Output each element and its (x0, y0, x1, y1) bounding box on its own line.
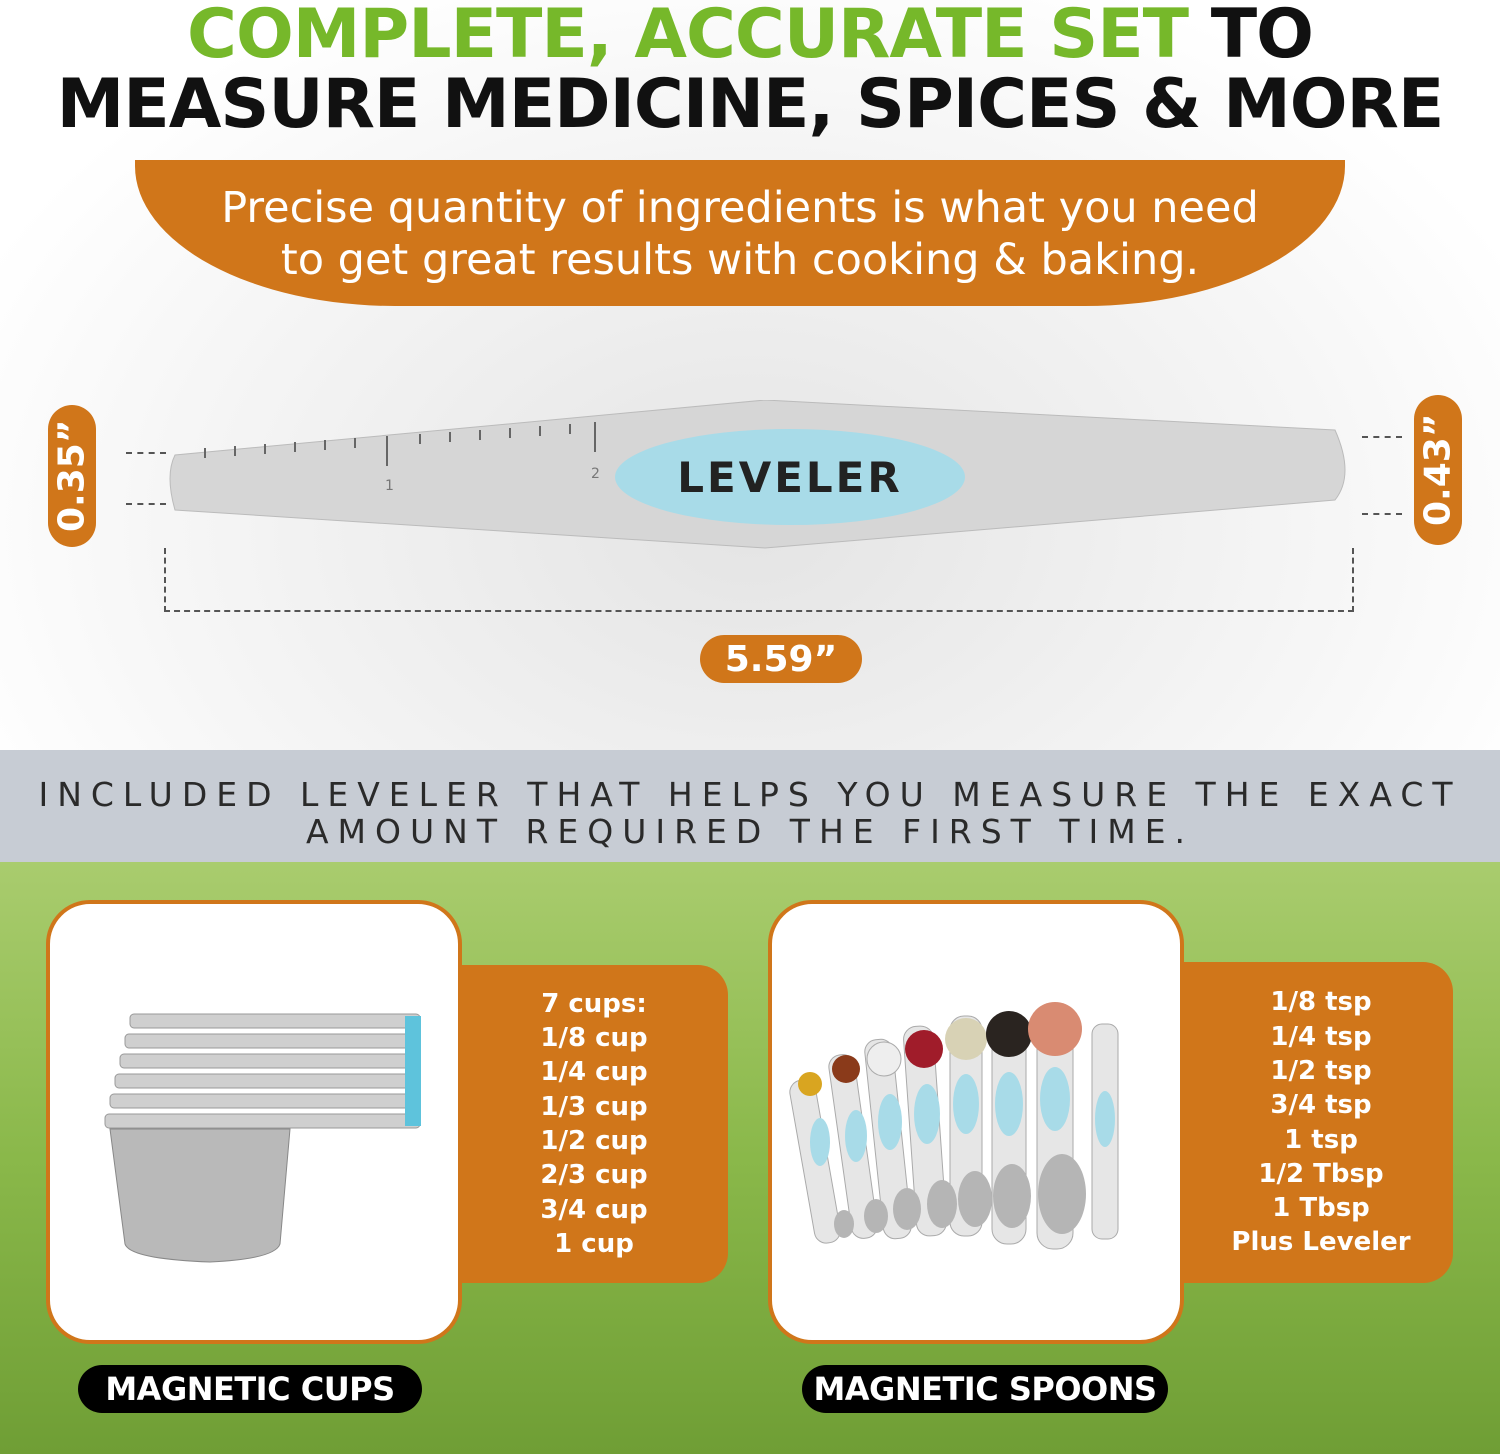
headline-black: TO (1188, 0, 1314, 74)
spoons-item: 1 tsp (1284, 1124, 1358, 1155)
cups-item: 1/3 cup (540, 1091, 648, 1122)
spoons-item: 1/4 tsp (1270, 1021, 1372, 1052)
spoons-item: 3/4 tsp (1270, 1090, 1372, 1121)
headline-green: COMPLETE, ACCURATE SET (187, 0, 1189, 74)
cups-item: 1/2 cup (540, 1126, 648, 1156)
ruler-ticks (204, 422, 596, 466)
spoons-item: 1 Tbsp (1272, 1193, 1370, 1224)
cups-list-panel: 7 cups: 1/8 cup 1/4 cup 1/3 cup 1/2 cup … (440, 965, 728, 1283)
band-line1: INCLUDED LEVELER THAT HELPS YOU MEASURE … (38, 775, 1462, 814)
measuring-cups-image (104, 1013, 421, 1263)
cups-item: 1 cup (554, 1228, 634, 1259)
cups-item: 1/4 cup (540, 1057, 648, 1088)
magnetic-cups-label: MAGNETIC CUPS (78, 1365, 422, 1413)
spoons-item: 1/2 tsp (1270, 1055, 1372, 1086)
headline-line2: MEASURE MEDICINE, SPICES & MORE (56, 65, 1445, 144)
width-badge: 5.59” (700, 635, 862, 683)
leveler-caption-band: INCLUDED LEVELER THAT HELPS YOU MEASURE … (0, 750, 1500, 862)
width-dimension-line (164, 548, 1354, 612)
leveler-hero (0, 0, 1500, 750)
spoons-item: Plus Leveler (1231, 1227, 1411, 1258)
banner-line1: Precise quantity of ingredients is what … (221, 183, 1259, 233)
cups-card (46, 900, 462, 1344)
leveler-image: 1 2 LEVELER (169, 400, 1346, 549)
ruler-mark-1: 1 (385, 478, 394, 494)
measuring-spoons-image (789, 1002, 1119, 1250)
spoons-list-panel: 1/8 tsp 1/4 tsp 1/2 tsp 3/4 tsp 1 tsp 1/… (1165, 962, 1453, 1283)
cups-item: 3/4 cup (540, 1194, 648, 1225)
banner-line2: to get great results with cooking & baki… (280, 235, 1200, 285)
cups-item: 7 cups: (541, 988, 647, 1019)
ruler-mark-2: 2 (591, 466, 600, 482)
headline-line1: COMPLETE, ACCURATE SET TO (0, 0, 1500, 70)
spoons-item: 1/8 tsp (1270, 987, 1372, 1018)
left-height-badge: 0.35” (48, 405, 96, 547)
right-height-badge: 0.43” (1414, 395, 1462, 545)
cups-item: 2/3 cup (540, 1160, 648, 1191)
intro-banner: Precise quantity of ingredients is what … (135, 160, 1345, 306)
magnetic-spoons-label: MAGNETIC SPOONS (802, 1365, 1168, 1413)
band-line2: AMOUNT REQUIRED THE FIRST TIME. (305, 812, 1195, 851)
cups-item: 1/8 cup (540, 1023, 648, 1054)
leveler-label: LEVELER (677, 453, 902, 502)
spoons-item: 1/2 Tbsp (1258, 1158, 1384, 1189)
spoons-card (768, 900, 1184, 1344)
